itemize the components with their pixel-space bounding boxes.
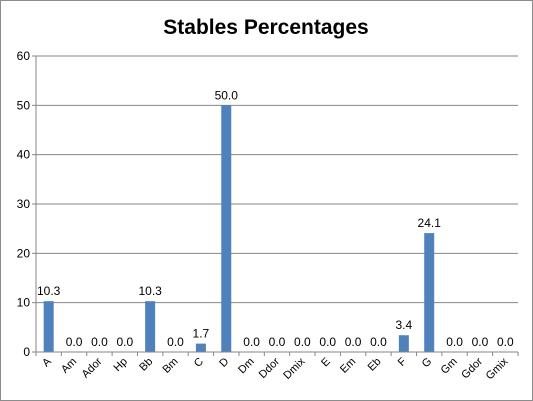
- data-label-gdor: 0.0: [472, 335, 489, 349]
- x-axis-tick-labels: A Am Ador Hp Bb Bm C D Dm Ddor Dmix E Em Eb F G Gm GdorGm…: [40, 355, 511, 382]
- x-tick-label-gdor: Gdor: [459, 355, 485, 381]
- data-label-dmix: 0.0: [294, 335, 311, 349]
- bar-c: [195, 343, 206, 352]
- x-tick-label-bb: Bb: [137, 356, 155, 374]
- x-tick-label-e: E: [319, 356, 333, 370]
- data-label-hp: 0.0: [116, 335, 133, 349]
- data-label-eb: 0.0: [370, 335, 387, 349]
- data-label-a: 10.3: [37, 284, 61, 298]
- x-tick-label-eb: Eb: [366, 356, 384, 374]
- x-tick-label-gm: Gm: [439, 356, 460, 377]
- data-label-f: 3.4: [395, 318, 412, 332]
- x-tick-label-f: F: [396, 355, 409, 368]
- data-label-e: 0.0: [319, 335, 336, 349]
- y-tick-label: 20: [17, 246, 31, 260]
- y-tick-label: 10: [17, 296, 31, 310]
- x-tick-label-d: D: [217, 356, 231, 370]
- x-tick-label-ddor: Ddor: [257, 355, 283, 381]
- y-tick-label: 0: [23, 345, 30, 359]
- x-tick-label-c: C: [192, 356, 206, 370]
- bar-f: [398, 335, 409, 352]
- x-tick-label-dmix: Dmix: [281, 355, 308, 382]
- y-tick-label: 60: [17, 49, 31, 63]
- data-label-g: 24.1: [418, 216, 442, 230]
- x-tick-label-g: G: [420, 356, 435, 371]
- data-labels: 10.3 0.0 0.0 0.0 10.3 0.0 1.7 50.0 0.0 0.0 0.0 0.0 0…: [37, 88, 514, 349]
- bar-g: [424, 233, 435, 352]
- bar-d: [221, 105, 232, 352]
- x-tick-label-a: A: [40, 355, 54, 369]
- x-tick-label-em: Em: [338, 356, 358, 376]
- data-label-c: 1.7: [193, 327, 210, 341]
- gridlines: [36, 55, 518, 304]
- y-tick-label: 40: [17, 148, 31, 162]
- data-label-ador: 0.0: [91, 335, 108, 349]
- data-label-gm: 0.0: [446, 335, 463, 349]
- x-tick-label-gmix: Gmix: [484, 355, 511, 382]
- chart-title: Stables Percentages: [163, 16, 368, 39]
- x-tick-label-am: Am: [59, 356, 79, 376]
- data-label-gmix: 0.0: [497, 335, 514, 349]
- x-tick-label-hp: Hp: [111, 356, 129, 374]
- y-axis-tick-labels: 0 10 20 30 40 50 60: [17, 49, 31, 359]
- x-tick-label-bm: Bm: [160, 356, 180, 376]
- data-label-ddor: 0.0: [269, 335, 286, 349]
- bar-bb: [145, 301, 156, 352]
- y-tick-label: 30: [17, 197, 31, 211]
- y-tick-label: 50: [17, 98, 31, 112]
- x-tick-label-ador: Ador: [80, 355, 105, 380]
- axes: [32, 55, 519, 356]
- x-tick-label-dm: Dm: [236, 356, 257, 377]
- bar-a: [43, 301, 54, 352]
- bars: [43, 105, 435, 352]
- data-label-d: 50.0: [215, 88, 239, 102]
- data-label-bm: 0.0: [167, 335, 184, 349]
- data-label-am: 0.0: [66, 335, 83, 349]
- data-label-em: 0.0: [345, 335, 362, 349]
- data-label-dm: 0.0: [243, 335, 260, 349]
- data-label-bb: 10.3: [138, 284, 162, 298]
